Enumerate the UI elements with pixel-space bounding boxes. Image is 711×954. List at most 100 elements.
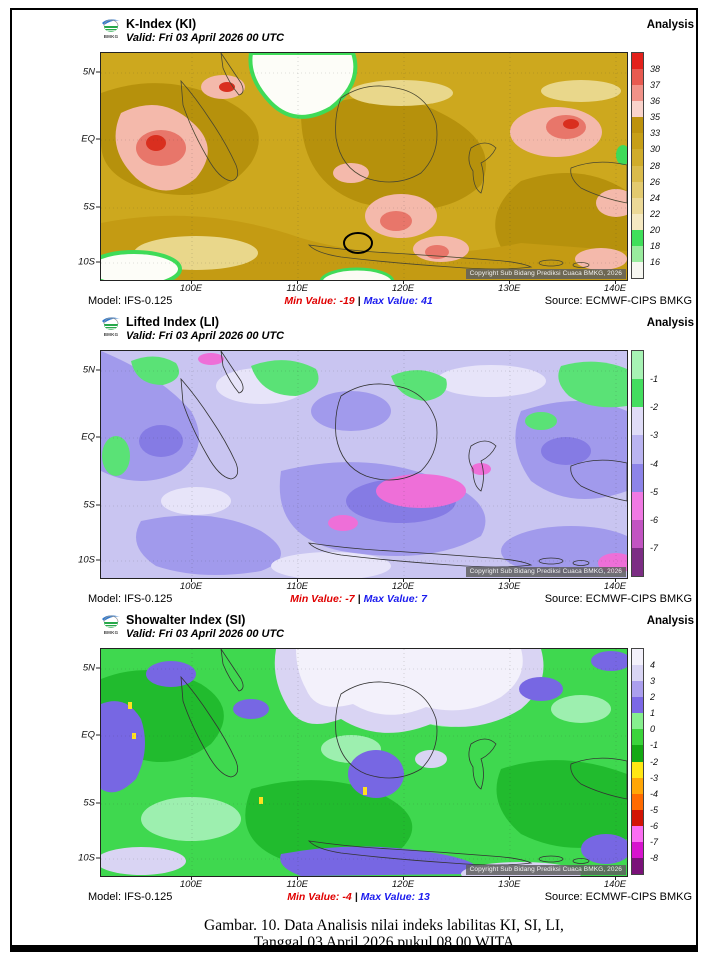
map-panel-ki: BMKG K-Index (KI) Valid: Fri 03 April 20… (74, 12, 694, 310)
y-tick (96, 802, 100, 804)
colorbar-tick-label: 26 (650, 176, 661, 187)
map-panel-li: BMKG Lifted Index (LI) Valid: Fri 03 Apr… (74, 310, 694, 608)
x-axis-li: 100E 110E 120E 130E 140E (100, 579, 626, 592)
map-image-li: Copyright Sub Bidang Prediksi Cuaca BMKG… (100, 350, 628, 579)
y-tick-label: EQ (81, 133, 95, 145)
bmkg-logo-icon (102, 615, 120, 628)
y-axis-li: 5N EQ 5S 10S (74, 350, 100, 577)
panel-titles: K-Index (KI) Valid: Fri 03 April 2026 00… (126, 17, 284, 45)
colorbar-segment: 20 (632, 213, 660, 235)
bmkg-logo-icon (102, 317, 120, 330)
colorbar-segment: 24 (632, 181, 660, 203)
colorbar-segment (632, 858, 643, 875)
x-tick (297, 877, 299, 880)
colorbar-tick-label: 33 (650, 128, 661, 139)
colorbar-tick-label: -2 (650, 756, 659, 767)
max-label: Max Value: (363, 295, 419, 307)
colorbar: 4 3 2 1 0 -1 -2 -3 -4 -5 -6 -7 -8 (631, 648, 658, 875)
meta-row-ki: Model: IFS-0.125 Min Value: -19 | Max Value… (74, 294, 694, 310)
panel-header-si: BMKG Showalter Index (SI) Valid: Fri 03 … (74, 608, 694, 648)
x-tick-label: 120E (391, 581, 415, 592)
x-tick (297, 281, 299, 284)
colorbar-si: 4 3 2 1 0 -1 -2 -3 -4 -5 -6 -7 -8 (631, 648, 683, 875)
y-axis-ki: 5N EQ 5S 10S (74, 52, 100, 279)
x-tick-label: 120E (391, 283, 415, 294)
x-tick (190, 579, 192, 582)
colorbar-tick-label: -4 (650, 458, 659, 469)
colorbar-tick-label: 0 (650, 724, 656, 735)
colorbar-tick-label: -7 (650, 542, 659, 553)
min-label: Min Value: (284, 295, 337, 307)
x-tick (509, 281, 511, 284)
colorbar-segment: 35 (632, 101, 660, 122)
copyright-strip: Copyright Sub Bidang Prediksi Cuaca BMKG… (465, 269, 626, 279)
colorbar-segment: 18 (632, 229, 660, 251)
source-label: Source: ECMWF-CIPS BMKG (544, 891, 692, 903)
source-label: Source: ECMWF-CIPS BMKG (544, 295, 692, 307)
colorbar-segment: -3 (632, 761, 658, 783)
model-label: Model: IFS-0.125 (88, 593, 173, 605)
min-value: -7 (345, 593, 355, 605)
k-index-map (101, 53, 627, 280)
bmkg-logo: BMKG (100, 17, 122, 39)
x-tick (614, 579, 616, 582)
max-value: 41 (421, 295, 433, 307)
bmkg-logo-label: BMKG (103, 630, 119, 635)
map-row-ki: 5N EQ 5S 10S (74, 52, 694, 281)
colorbar-tick-label: 22 (650, 208, 661, 219)
x-tick-label: 110E (286, 283, 308, 294)
x-tick (190, 877, 192, 880)
panel-titles: Lifted Index (LI) Valid: Fri 03 April 20… (126, 315, 284, 343)
y-tick-label: 5N (82, 364, 95, 376)
annotation-circle-icon (343, 232, 373, 254)
model-label: Model: IFS-0.125 (88, 891, 173, 903)
minmax-values: Min Value: -4 | Max Value: 13 (287, 891, 430, 903)
map-row-si: 5N EQ 5S 10S (74, 648, 694, 877)
colorbar-segment: 30 (632, 133, 660, 154)
y-tick (96, 667, 100, 669)
x-axis-ki: 100E 110E 120E 130E 140E (100, 281, 626, 294)
x-tick-label: 140E (603, 581, 627, 592)
x-tick-label: 100E (179, 879, 203, 890)
x-tick-label: 100E (179, 581, 203, 592)
colorbar-tick-label: -7 (650, 836, 659, 847)
figure-caption: Gambar. 10. Data Analisis nilai indeks l… (74, 917, 694, 951)
colorbar: -1 -2 -3 -4 -5 -6 -7 (631, 350, 658, 577)
colorbar-segment: -3 (632, 407, 658, 440)
colorbar-tick-label: 30 (650, 144, 661, 155)
colorbar-segment: -5 (632, 793, 658, 815)
figure-caption-line1: Gambar. 10. Data Analisis nilai indeks l… (204, 917, 564, 934)
x-tick (614, 877, 616, 880)
map-title: Lifted Index (LI) (126, 315, 220, 329)
colorbar-segment: 22 (632, 197, 660, 219)
y-tick-label: 10S (78, 256, 95, 268)
colorbar-tick-label: 24 (650, 192, 661, 203)
colorbar-tick-label: 3 (650, 676, 656, 687)
colorbar-tick-label: 18 (650, 240, 661, 251)
colorbar-tick-label: -5 (650, 486, 659, 497)
max-value: 7 (421, 593, 427, 605)
colorbar-tick-label: -8 (650, 853, 659, 864)
map-row-li: 5N EQ 5S 10S (74, 350, 694, 579)
bmkg-logo-label: BMKG (103, 34, 119, 39)
copyright-strip: Copyright Sub Bidang Prediksi Cuaca BMKG… (465, 567, 626, 577)
panel-header-li: BMKG Lifted Index (LI) Valid: Fri 03 Apr… (74, 310, 694, 350)
y-tick (96, 436, 100, 438)
colorbar-tick-label: -3 (650, 430, 659, 441)
figure-caption-line2: Tanggal 03 April 2026 pukul 08.00 WITA (253, 933, 515, 951)
x-tick (509, 877, 511, 880)
colorbar-segment: -4 (632, 777, 658, 799)
colorbar-segment: 2 (632, 681, 655, 702)
bmkg-logo-label: BMKG (103, 332, 119, 337)
source-label: Source: ECMWF-CIPS BMKG (544, 593, 692, 605)
y-tick (96, 504, 100, 506)
x-tick-label: 130E (498, 879, 521, 890)
colorbar-ki: 38 37 36 35 33 30 28 26 24 22 20 18 16 (631, 52, 683, 279)
colorbar-tick-label: 38 (650, 64, 661, 75)
colorbar-segment: 33 (632, 117, 660, 138)
colorbar-tick-label: 1 (650, 708, 656, 719)
colorbar-tick-label: 2 (650, 692, 656, 703)
minmax-separator: | (357, 295, 361, 307)
meta-row-li: Model: IFS-0.125 Min Value: -7 | Max Value:… (74, 592, 694, 608)
colorbar-segment: -6 (632, 809, 658, 831)
